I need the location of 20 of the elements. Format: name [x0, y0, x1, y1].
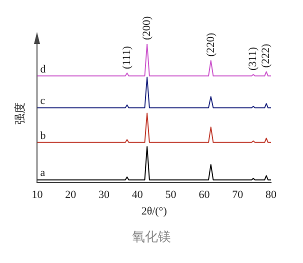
- x-axis-title: 2θ/(°): [141, 205, 168, 218]
- series-label: c: [40, 95, 46, 108]
- x-tick-label: 50: [165, 189, 177, 202]
- y-axis-title: 强度: [13, 102, 26, 124]
- x-tick-label: 20: [65, 189, 77, 202]
- series-label: a: [40, 167, 46, 180]
- x-tick-label: 10: [32, 189, 44, 202]
- annotation: (220): [204, 32, 217, 57]
- annotation: (222): [260, 44, 272, 68]
- x-tick-label: 70: [232, 189, 244, 202]
- series-label: b: [40, 130, 46, 142]
- x-tick-label: 40: [132, 189, 144, 202]
- annotation: (111): [120, 46, 133, 70]
- annotation: (200): [140, 16, 153, 40]
- series-label: d: [40, 63, 46, 76]
- text: 氧化镁: [131, 228, 172, 246]
- x-tick-label: 60: [198, 189, 210, 202]
- x-tick-label: 30: [98, 189, 110, 202]
- annotation: (311): [247, 46, 260, 70]
- x-tick-label: 80: [266, 189, 277, 202]
